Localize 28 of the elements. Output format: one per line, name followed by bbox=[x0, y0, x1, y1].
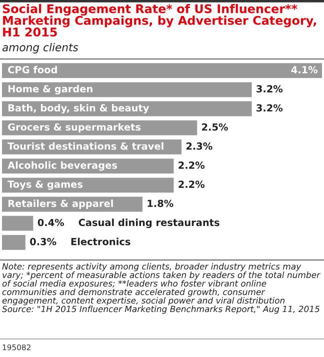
data-label: 0.3% bbox=[30, 238, 56, 246]
bar bbox=[2, 63, 322, 78]
y-tick-label: Grocers & supermarkets bbox=[8, 123, 141, 133]
y-tick-label: Tourist destinations & travel bbox=[8, 142, 164, 150]
y-tick-label: Electronics bbox=[71, 238, 130, 246]
data-label: 2.5% bbox=[202, 123, 228, 131]
data-label: 2.2% bbox=[178, 162, 205, 169]
chart-subtitle: among clients bbox=[2, 43, 78, 54]
y-tick-label: Bath, body, skin & beauty bbox=[8, 104, 150, 114]
text: Note: represents activity among clients, broader industry metrics may vary; *percent of measurable actions taken by readers of the total number of social media exposures; **leaders who foster vibrant online communities and demonstrate accelerated growth, consumer engagement, content expertise, social power and viral distribution Source: "1H 2015 Influencer Marketing Benchmarks Report," Aug 11, 2015 bbox=[2, 263, 320, 314]
data-label: 2.2% bbox=[178, 180, 205, 188]
bar bbox=[2, 216, 34, 231]
data-label: 3.2% bbox=[256, 85, 283, 92]
y-tick-label: Toys & games bbox=[8, 180, 83, 190]
bar bbox=[2, 235, 26, 250]
y-tick-label: Alcoholic beverages bbox=[8, 161, 117, 171]
y-tick-label: Retailers & apparel bbox=[8, 200, 113, 209]
data-label: 2.3% bbox=[186, 142, 212, 150]
chart-title: Social Engagement Rate* of US Influencer** Marketing Campaigns, by Advertiser Category, H1 2015 bbox=[2, 4, 316, 37]
data-label: 4.1% bbox=[291, 66, 318, 74]
data-label: 1.8% bbox=[148, 200, 174, 208]
y-tick-label: Casual dining restaurants bbox=[78, 218, 220, 228]
data-label: 3.2% bbox=[256, 104, 283, 112]
bar bbox=[2, 178, 174, 193]
bar bbox=[2, 82, 252, 98]
y-tick-label: Home & garden bbox=[8, 84, 92, 94]
data-label: 0.4% bbox=[38, 218, 64, 226]
y-tick-label: CPG food bbox=[8, 66, 57, 74]
